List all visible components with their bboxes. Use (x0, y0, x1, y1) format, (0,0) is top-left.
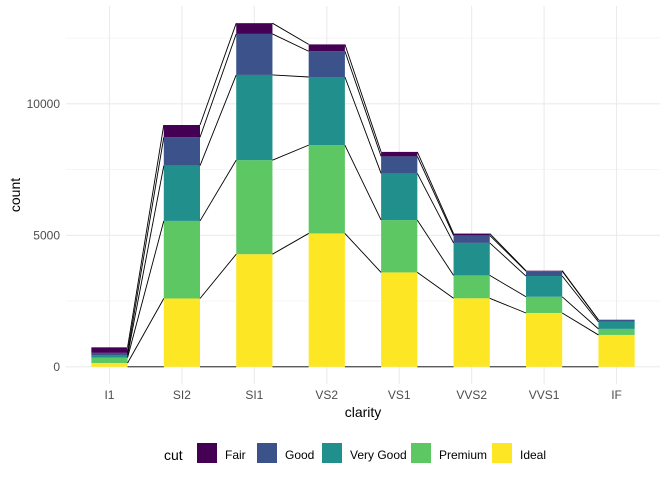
legend-key-fair (197, 443, 217, 463)
bar-premium-VVS1 (525, 296, 563, 313)
bar-very-good-SI2 (163, 165, 201, 221)
connecting-line (561, 270, 599, 321)
connecting-line (561, 296, 599, 330)
connecting-line (199, 74, 237, 166)
connecting-line (272, 33, 309, 52)
bar-ideal-VS2 (308, 233, 345, 367)
legend-title: cut (164, 447, 183, 463)
connecting-line (416, 173, 454, 244)
bar-premium-SI1 (236, 160, 273, 255)
bar-premium-IF (598, 328, 635, 335)
x-tick-label: VS1 (388, 388, 411, 402)
bar-fair-I1 (91, 347, 128, 353)
connecting-line (272, 144, 309, 161)
legend-label: Premium (439, 448, 487, 462)
bar-very-good-VS2 (308, 76, 345, 146)
connecting-line (489, 275, 527, 298)
y-tick-label: 5000 (33, 228, 60, 242)
x-tick-label: SI2 (173, 388, 191, 402)
bar-ideal-IF (598, 334, 635, 367)
connecting-line (417, 272, 454, 299)
connecting-line (199, 33, 237, 138)
bar-good-I1 (91, 352, 128, 356)
bar-good-VVS2 (453, 235, 490, 243)
bar-very-good-VVS1 (525, 276, 563, 297)
connecting-line (344, 76, 382, 174)
bar-good-SI2 (163, 137, 201, 166)
legend-label: Very Good (350, 448, 407, 462)
y-axis-label: count (7, 178, 23, 212)
connecting-line (127, 165, 165, 356)
bar-premium-VS1 (381, 220, 418, 273)
bar-ideal-SI2 (163, 298, 201, 367)
bar-fair-SI1 (236, 23, 273, 34)
bar-good-SI1 (236, 33, 273, 75)
legend-key-premium (411, 443, 431, 463)
connecting-line (272, 74, 309, 78)
x-tick-label: I1 (104, 388, 114, 402)
bar-fair-VVS2 (453, 233, 490, 236)
connecting-line (416, 156, 454, 236)
y-tick-label: 10000 (27, 97, 61, 111)
connecting-line (127, 124, 165, 348)
bar-fair-SI2 (163, 124, 201, 138)
connecting-line (127, 220, 165, 358)
legend-key-ideal (492, 443, 512, 463)
legend-label: Ideal (520, 448, 546, 462)
bar-very-good-VS1 (381, 173, 418, 221)
bar-very-good-I1 (91, 355, 128, 358)
bar-good-IF (598, 319, 635, 322)
legend-label: Good (285, 448, 314, 462)
bar-ideal-I1 (91, 362, 128, 367)
bar-good-VS2 (308, 51, 345, 77)
connecting-line (344, 233, 382, 273)
legend-label: Fair (225, 448, 246, 462)
connecting-line (489, 233, 527, 272)
bar-fair-VS1 (381, 151, 418, 157)
connecting-line (344, 44, 382, 153)
connecting-line (489, 235, 527, 272)
x-tick-label: VVS1 (529, 388, 560, 402)
bar-good-VS1 (381, 156, 418, 174)
connecting-line (416, 219, 454, 276)
bar-ideal-SI1 (236, 254, 273, 367)
legend-key-good (257, 443, 277, 463)
x-tick-label: VVS2 (456, 388, 487, 402)
x-tick-label: SI1 (245, 388, 263, 402)
bar-premium-VVS2 (453, 275, 490, 299)
x-axis-label: clarity (345, 404, 382, 420)
connecting-line (199, 23, 237, 126)
bar-ideal-VVS2 (453, 298, 490, 367)
bar-very-good-VVS2 (453, 242, 490, 276)
connecting-line (344, 144, 382, 221)
bar-good-VVS1 (525, 271, 563, 277)
bar-ideal-VVS1 (525, 312, 563, 367)
bar-very-good-SI1 (236, 74, 273, 161)
x-tick-label: IF (611, 388, 622, 402)
connecting-line (127, 298, 165, 364)
bar-fair-VS2 (308, 44, 345, 52)
bar-premium-I1 (91, 357, 128, 363)
bar-ideal-VS1 (381, 272, 418, 367)
connecting-line (272, 233, 309, 255)
connecting-line (561, 312, 599, 336)
connecting-line (344, 51, 382, 157)
connecting-line (561, 275, 599, 323)
legend-key-very-good (322, 443, 342, 463)
connecting-line (199, 159, 237, 222)
bar-very-good-IF (598, 321, 635, 329)
bar-premium-SI2 (163, 220, 201, 299)
connecting-line (272, 22, 309, 45)
connecting-line (489, 242, 527, 277)
connecting-line (127, 137, 165, 353)
connecting-line (416, 151, 454, 234)
connecting-line (199, 253, 237, 299)
y-tick-label: 0 (53, 360, 60, 374)
legend: cut Fair Good Very Good Premium Ideal (164, 443, 546, 463)
connecting-line (489, 297, 527, 314)
bar-premium-VS2 (308, 145, 345, 234)
x-tick-label: VS2 (315, 388, 338, 402)
